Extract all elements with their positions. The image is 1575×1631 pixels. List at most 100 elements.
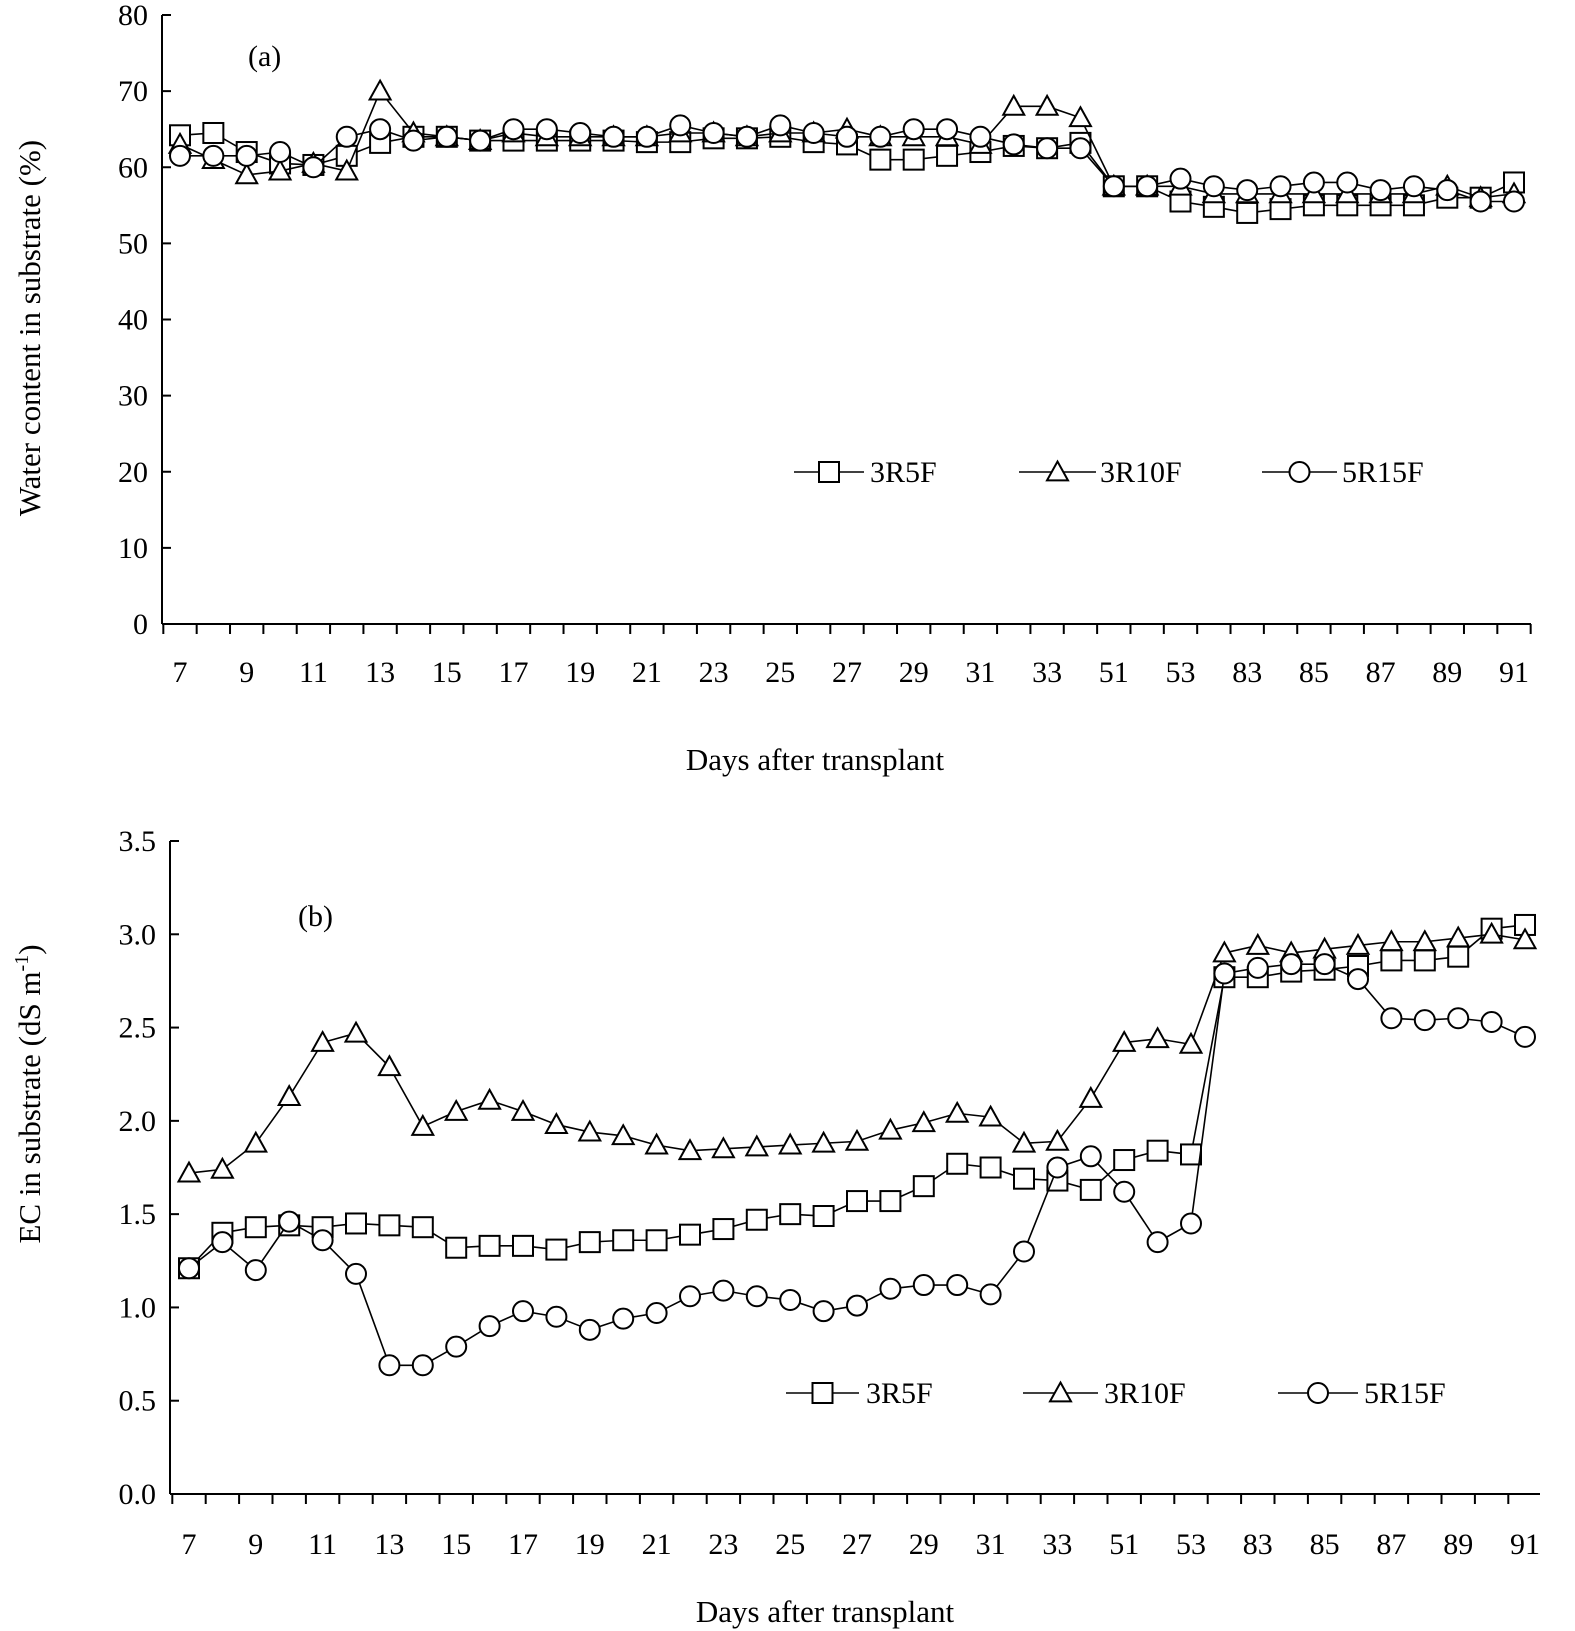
- panel-b-5R15F-point: [846, 1294, 868, 1317]
- panel-b-y-tick-label: 0.0: [119, 1478, 157, 1511]
- panel-b-5R15F-point: [1480, 1010, 1503, 1033]
- panel-b-3R10F-point: [1245, 932, 1270, 955]
- panel-a-x-tick-label: 23: [699, 656, 729, 689]
- panel-b-3R10F-point: [978, 1104, 1003, 1127]
- panel-b-3R10F-point: [1379, 929, 1404, 952]
- panel-b-3R10F-point: [744, 1134, 769, 1157]
- panel-b-5R15F-point: [1046, 1156, 1069, 1179]
- panel-a-5R15F-point: [369, 118, 392, 141]
- panel-b-5R15F-point: [478, 1315, 501, 1338]
- panel-b-3R5F-point: [645, 1229, 668, 1252]
- panel-b-axes: 0.0 0.5 1.0 1.5 2.0 2.5 3.0 3.5 7 9 11 13 15 17 19 21 23…: [119, 825, 1540, 1561]
- panel-a-legend-marker-5R15F: [1288, 461, 1311, 483]
- panel-b-label: (b): [298, 900, 333, 933]
- panel-a-3R10F-point: [334, 158, 359, 181]
- panel-b-3R10F-point: [878, 1117, 903, 1140]
- panel-b-3R10F-point: [945, 1100, 970, 1123]
- panel-b-x-tick-label: 7: [182, 1528, 197, 1561]
- panel-a-5R15F-point: [1036, 137, 1059, 160]
- panel-b-x-tick-label: 21: [642, 1528, 672, 1561]
- panel-b-5R15F-point: [178, 1257, 200, 1280]
- panel-b-series: [176, 913, 1538, 1377]
- panel-b-x-tick-label: 15: [441, 1528, 471, 1561]
- panel-b-3R10F-point: [1345, 932, 1371, 955]
- panel-b-3R5F-point: [912, 1175, 935, 1198]
- panel-a-5R15F-point: [1002, 133, 1025, 156]
- panel-b-x-tick-label: 33: [1042, 1528, 1072, 1561]
- panel-b-3R5F-point: [745, 1208, 768, 1231]
- panel-b-3R10F-point: [911, 1110, 936, 1133]
- panel-a-x-tick-label: 33: [1032, 656, 1062, 689]
- panel-a-legend-marker-3R5F: [818, 461, 840, 483]
- panel-a-x-tick-label: 83: [1232, 656, 1262, 689]
- panel-b-3R10F-point: [444, 1098, 469, 1121]
- panel-a-5R15F-point: [902, 118, 925, 141]
- panel-b-3R10F-point: [510, 1098, 536, 1121]
- panel-b-3R10F-point: [1145, 1026, 1170, 1049]
- panel-b-3R5F-point: [578, 1231, 601, 1254]
- panel-b-x-tick-label: 23: [708, 1528, 738, 1561]
- panel-a-5R15F-point: [535, 118, 558, 141]
- panel-b-5R15F-point: [1514, 1025, 1536, 1048]
- panel-b-3R10F-point: [611, 1123, 636, 1146]
- panel-a-5R15F-point: [836, 125, 858, 148]
- panel-a-5R15F-point: [1503, 190, 1525, 213]
- panel-a-axes: 0 10 20 30 40 50 60 70 80 7 9 11 13 15 17 19 21 23 25 27 29 3…: [118, 0, 1532, 689]
- panel-b-3R10F-point: [1045, 1128, 1070, 1151]
- panel-b-y-axis-title-superscript: -1: [11, 955, 33, 972]
- panel-b-x-tick-label: 13: [374, 1528, 404, 1561]
- panel-b-3R5F-point: [1146, 1139, 1169, 1162]
- panel-b-x-tick-label: 53: [1176, 1528, 1206, 1561]
- panel-a-3R5F-point: [902, 148, 925, 171]
- panel-b-3R5F-point: [712, 1218, 735, 1241]
- panel-b-legend-item-3R5F: 3R5F: [786, 1377, 933, 1410]
- panel-b-3R5F-point: [812, 1205, 835, 1228]
- panel-b-3R10F-point: [410, 1113, 435, 1136]
- panel-b-5R15F-point: [1413, 1009, 1436, 1032]
- panel-b-3R10F-point: [844, 1128, 870, 1151]
- panel-a-5R15F-point: [1136, 175, 1159, 198]
- panel-b-y-tick-label: 2.0: [119, 1105, 157, 1138]
- panel-b-y-axis-title-main: EC in substrate (dS m: [12, 971, 47, 1243]
- panel-b-3R10F-point: [811, 1130, 836, 1153]
- panel-a-5R15F-point: [735, 125, 758, 148]
- panel-b-3R5F-point: [1380, 949, 1403, 972]
- panel-a-legend-label-3R5F: 3R5F: [870, 456, 937, 489]
- panel-a-legend: 3R5F 3R10F 5R15F: [794, 456, 1424, 489]
- panel-a-3R10F-point: [1001, 93, 1026, 116]
- panel-a-5R15F-point: [1402, 175, 1425, 198]
- panel-a-y-tick-label: 30: [118, 380, 148, 413]
- panel-b-x-tick-label: 27: [842, 1528, 872, 1561]
- panel-b-5R15F-point: [1113, 1180, 1136, 1203]
- panel-b-3R10F-point: [1078, 1085, 1103, 1108]
- panel-b-3R10F-point: [1446, 925, 1471, 948]
- panel-b-3R5F-point: [1180, 1143, 1202, 1166]
- panel-b-3R5F-point: [679, 1223, 701, 1246]
- panel-a-5R15F-point: [1236, 179, 1259, 202]
- panel-b-3R10F-point: [243, 1130, 268, 1153]
- panel-b-5R15F-point: [1079, 1145, 1102, 1168]
- panel-b-5R15F-point: [378, 1354, 401, 1377]
- panel-b-3R5F-point: [512, 1234, 534, 1257]
- panel-a-x-tick-label: 53: [1166, 656, 1196, 689]
- panel-b-series-5R15F: [178, 953, 1536, 1377]
- panel-a-y-tick-label: 10: [118, 532, 148, 565]
- panel-b-5R15F-point: [946, 1274, 969, 1297]
- panel-b-ec-chart: (b) Days after transplant EC in substrat…: [11, 825, 1540, 1629]
- panel-b-5R15F-point: [445, 1335, 468, 1358]
- panel-a-5R15F-point: [202, 144, 225, 167]
- panel-b-x-tick-label: 11: [308, 1528, 337, 1561]
- panel-a-x-tick-label: 19: [565, 656, 595, 689]
- panel-b-3R10F-point: [176, 1160, 202, 1183]
- panel-b-5R15F-point: [1180, 1212, 1202, 1235]
- panel-a-5R15F-point: [1469, 190, 1492, 213]
- panel-a-y-axis-title: Water content in substrate (%): [12, 140, 47, 516]
- panel-a-5R15F-point: [702, 121, 725, 144]
- panel-b-x-tick-label: 9: [248, 1528, 263, 1561]
- panel-b-3R10F-point: [677, 1138, 703, 1161]
- panel-b-3R10F-point: [644, 1132, 669, 1155]
- panel-a-3R10F-point: [1068, 105, 1093, 128]
- panel-b-series-3R10F: [176, 921, 1538, 1183]
- panel-b-5R15F-point: [1146, 1231, 1169, 1254]
- panel-b-legend-item-3R10F: 3R10F: [1023, 1377, 1186, 1410]
